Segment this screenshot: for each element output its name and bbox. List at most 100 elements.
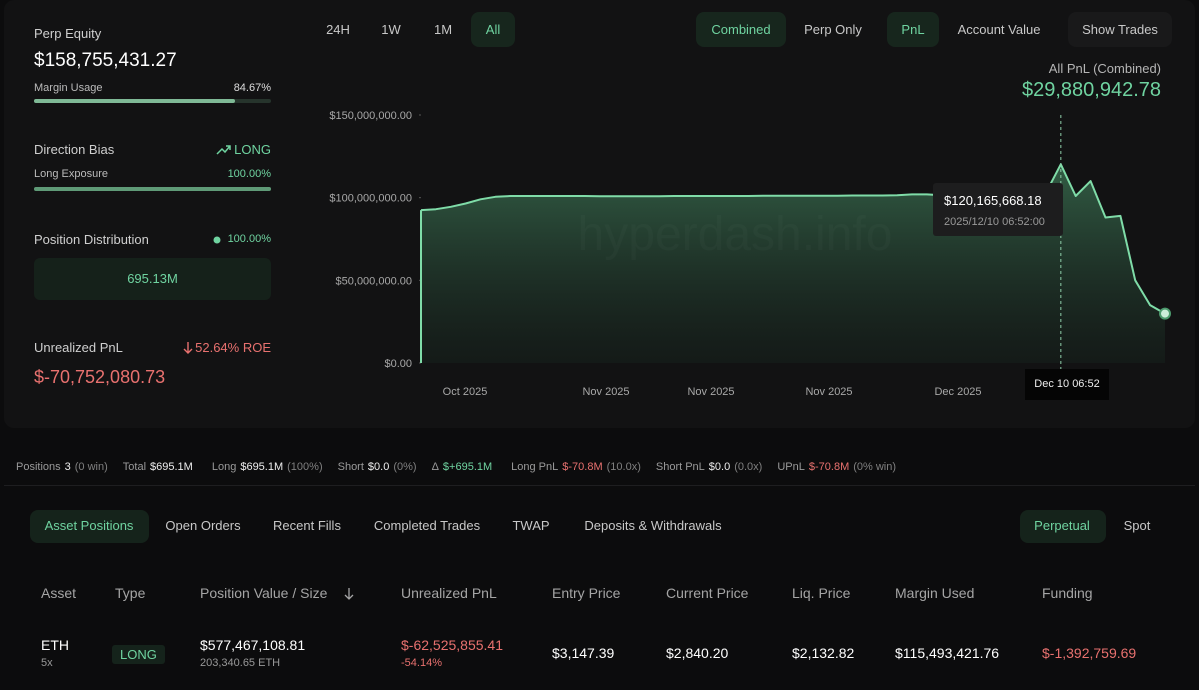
stats-bar: Positions 3 (0 win) Total $695.1M Long $695.1M… (16, 461, 896, 473)
y-tick-label: $150,000,000.00 (329, 110, 412, 122)
y-tick-label: $0.00 (384, 358, 412, 370)
upnl-label: Unrealized PnL (34, 340, 123, 355)
column-header: Margin Used (895, 585, 975, 601)
stat: Positions 3 (0 win) (16, 461, 108, 473)
view-tab[interactable]: Account Value (957, 22, 1041, 37)
view-tab[interactable]: PnL (901, 22, 925, 37)
funding: $-1,392,759.69 (1042, 645, 1137, 661)
stat-value: $-70.8M (562, 461, 603, 473)
margin-label: Margin Usage (34, 82, 103, 94)
stat-value: $695.1M (240, 461, 284, 473)
x-tick-label: Dec 2025 (934, 386, 981, 398)
distribution-box: 695.13M (34, 258, 271, 300)
x-tick-label: Nov 2025 (582, 386, 629, 398)
exposure-bar (34, 187, 271, 191)
chart-title: All PnL (Combined) (1048, 61, 1161, 76)
chart-subtitle: $29,880,942.78 (1021, 79, 1161, 101)
range-tab[interactable]: All (485, 22, 501, 37)
stat-label: UPnL (777, 461, 805, 473)
stat-extra: (0% win) (853, 461, 897, 473)
size: 203,340.65 ETH (200, 657, 281, 669)
stat-extra: (0%) (393, 461, 417, 473)
column-header: Position Value / Size (200, 585, 328, 601)
stat: Long $695.1M (100%) (212, 461, 323, 473)
market-tab[interactable]: Spot (1123, 518, 1151, 533)
column-header: Type (115, 585, 146, 601)
trades-bg (1068, 12, 1172, 47)
stat-label: Long PnL (511, 461, 559, 473)
stat: Short PnL $0.0 (0.0x) (656, 461, 762, 473)
upnl-value: $-70,752,080.73 (34, 367, 166, 387)
trend-icon (216, 145, 231, 155)
exposure-value: 100.00% (227, 168, 271, 180)
section-tab[interactable]: Asset Positions (44, 518, 134, 533)
section-tab[interactable]: Recent Fills (273, 518, 341, 533)
exposure-track (34, 187, 271, 191)
stat: Long PnL $-70.8M (10.0x) (511, 461, 641, 473)
stat-extra: (10.0x) (606, 461, 641, 473)
stat-extra: (100%) (287, 461, 323, 473)
margin-value: 84.67% (233, 82, 271, 94)
section-tab[interactable]: Completed Trades (373, 518, 481, 533)
tooltip-bg (933, 183, 1063, 236)
active-market-bg (1020, 510, 1106, 543)
x-tick-label: Nov 2025 (805, 386, 852, 398)
section-tab[interactable]: TWAP (512, 518, 550, 533)
range-tab[interactable]: 24H (326, 22, 350, 37)
sort-icon (344, 588, 354, 600)
pnl-pct: -54.14% (401, 657, 442, 669)
tooltip-time: 2025/12/10 06:52:00 (944, 216, 1045, 228)
entry-price: $3,147.39 (552, 645, 615, 661)
stat-value: $695.1M (150, 461, 193, 473)
bias-value: LONG (234, 142, 271, 157)
stat-value: $-70.8M (808, 461, 850, 473)
pnl-chart: hyperdash.info$0.00$50,000,000.00$100,00… (329, 110, 1171, 400)
stat: Total $695.1M (123, 461, 197, 473)
view-tab[interactable]: Show Trades (1082, 22, 1158, 37)
liq-price: $2,132.82 (792, 645, 855, 661)
market-tab[interactable]: Perpetual (1034, 518, 1090, 533)
equity-value: $158,755,431.27 (34, 50, 177, 71)
column-header: Asset (41, 585, 77, 601)
x-tick-label: Oct 2025 (443, 386, 488, 398)
stat-extra: (0.0x) (734, 461, 763, 473)
stat: Δ $+695.1M (432, 461, 497, 473)
current-price: $2,840.20 (666, 645, 729, 661)
stat: Short $0.0 (0%) (338, 461, 417, 473)
section-tab[interactable]: Deposits & Withdrawals (584, 518, 722, 533)
range-tab[interactable]: 1W (381, 22, 401, 37)
active-tab-bg (30, 510, 149, 543)
pnl: $-62,525,855.41 (401, 637, 503, 653)
axis-label-bg (1025, 369, 1109, 400)
margin-price: $115,493,421.76 (895, 645, 1000, 661)
column-header: Unrealized PnL (401, 585, 497, 601)
position-value: $577,467,108.81 (200, 637, 306, 653)
active-metric-bg (887, 12, 939, 47)
y-tick-label: $50,000,000.00 (336, 275, 412, 287)
equity-label: Perp Equity (34, 26, 102, 41)
stat-value: 3 (64, 461, 71, 473)
column-header: Liq. Price (792, 585, 851, 601)
axis-label: Dec 10 06:52 (1034, 378, 1099, 390)
tooltip-value: $120,165,668.18 (944, 193, 1042, 208)
y-tick-label: $100,000,000.00 (329, 193, 412, 205)
active-range-bg (471, 12, 515, 47)
stat: UPnL $-70.8M (0% win) (777, 461, 896, 473)
stat-value: $+695.1M (442, 461, 493, 473)
leverage: 5x (41, 657, 53, 669)
distribution-share: 100.00% (227, 233, 271, 245)
x-tick-label: Nov 2025 (687, 386, 734, 398)
divider (4, 485, 1195, 486)
range-tab[interactable]: 1M (433, 22, 453, 37)
asset: ETH (41, 637, 69, 653)
type-badge: LONG (112, 645, 165, 664)
stat-label: Total (122, 461, 147, 473)
view-tab[interactable]: Combined (711, 22, 771, 37)
section-tab[interactable]: Open Orders (165, 518, 241, 533)
down-icon (183, 342, 193, 354)
bias-label: Direction Bias (34, 142, 115, 157)
upnl-roe: 52.64% ROE (195, 340, 271, 355)
stat-label: Long (211, 461, 237, 473)
view-tab[interactable]: Perp Only (804, 22, 862, 37)
